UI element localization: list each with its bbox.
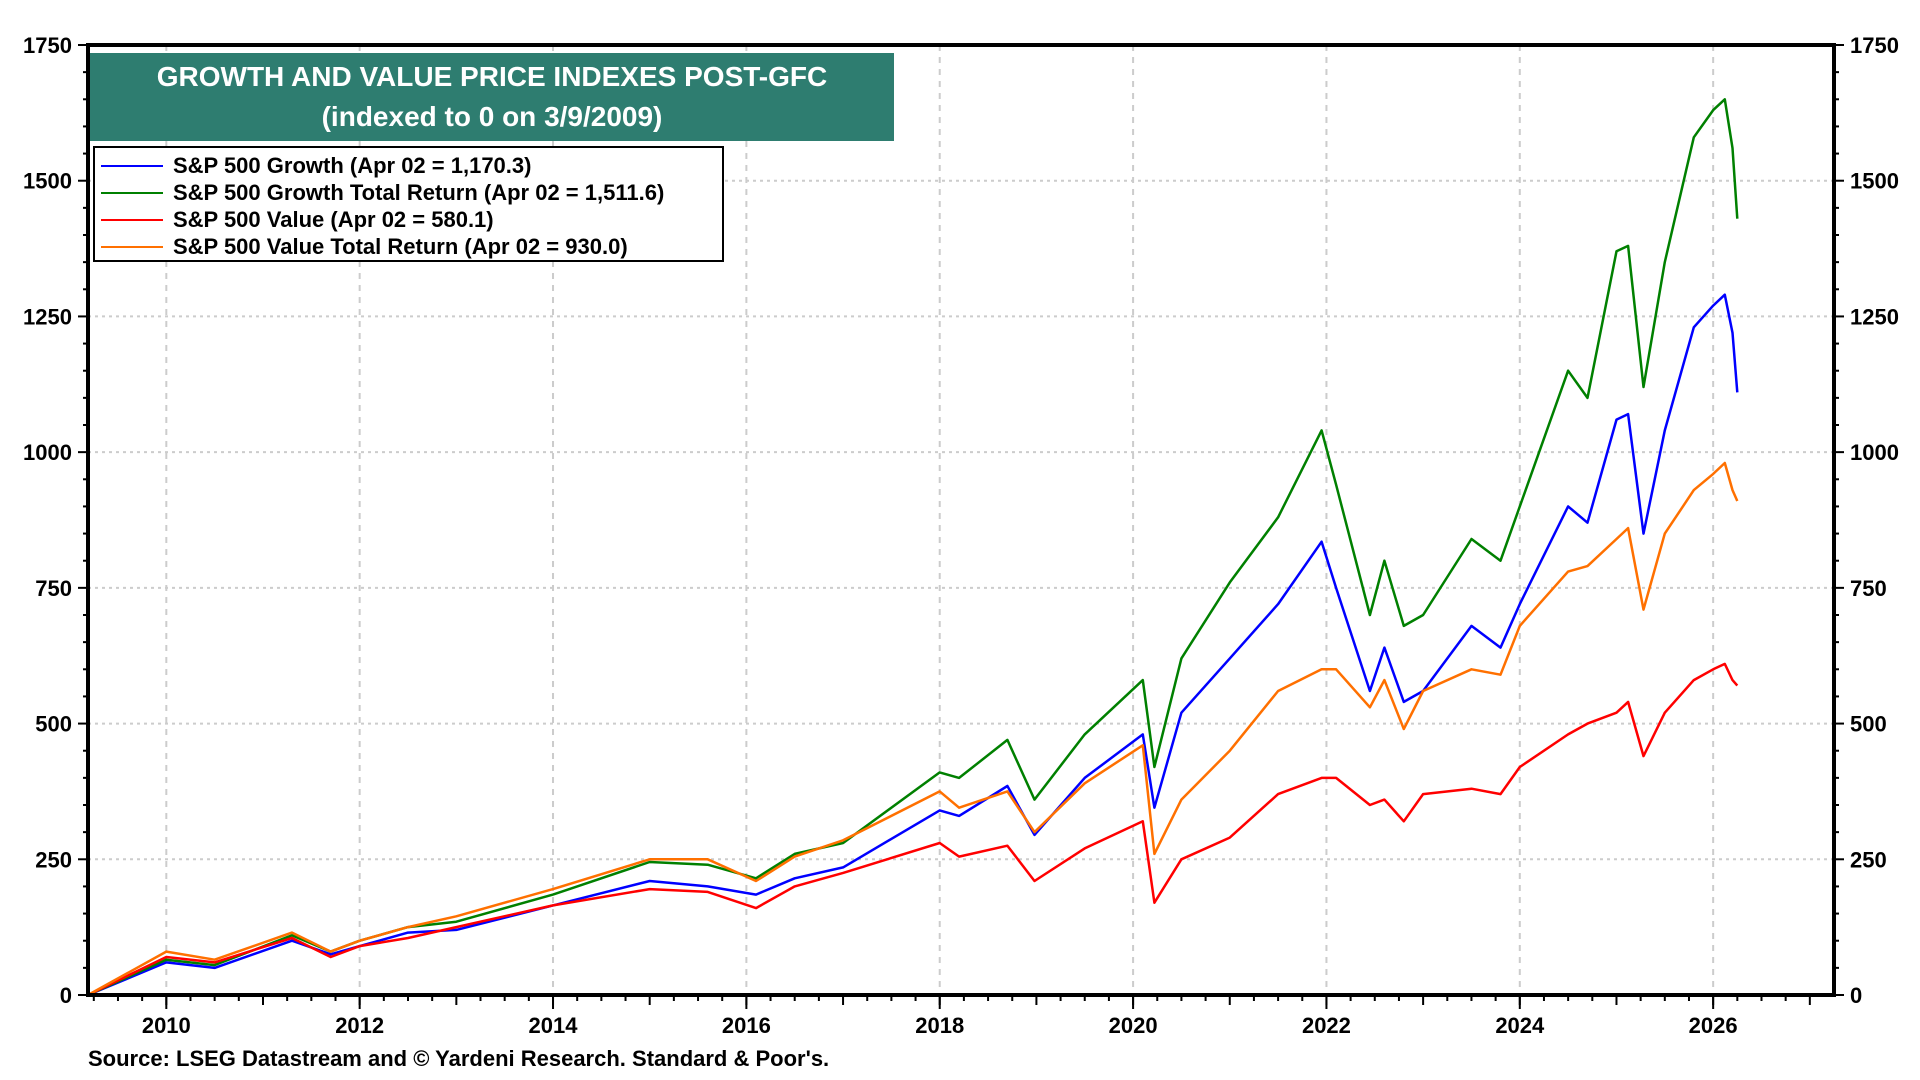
y-tick-label-left: 1750 xyxy=(23,33,72,58)
axes: 0 0 250 250 500 500 750 750 1000 1000 1250 1250 1500… xyxy=(23,33,1899,1038)
legend-item-growth: S&P 500 Growth (Apr 02 = 1,170.3) xyxy=(101,152,722,179)
y-tick-label-left: 0 xyxy=(60,983,72,1008)
chart-title-box: GROWTH AND VALUE PRICE INDEXES POST-GFC … xyxy=(90,53,894,141)
legend-swatch xyxy=(101,218,163,221)
x-tick-label: 2022 xyxy=(1302,1013,1351,1038)
legend-label: S&P 500 Growth Total Return (Apr 02 = 1,… xyxy=(173,179,665,205)
x-tick-label: 2026 xyxy=(1689,1013,1738,1038)
series-line-0 xyxy=(87,293,1739,997)
plot-frame xyxy=(86,43,1836,997)
chart-subtitle: (indexed to 0 on 3/9/2009) xyxy=(321,101,663,132)
y-tick-label-right: 250 xyxy=(1850,847,1887,872)
x-tick-label: 2016 xyxy=(722,1013,771,1038)
series-line-2 xyxy=(87,662,1739,997)
series-line-1 xyxy=(87,98,1739,997)
x-tick-label: 2020 xyxy=(1109,1013,1158,1038)
x-tick-label: 2018 xyxy=(915,1013,964,1038)
y-tick-label-right: 0 xyxy=(1850,983,1862,1008)
chart-title: GROWTH AND VALUE PRICE INDEXES POST-GFC xyxy=(156,61,828,92)
y-tick-label-left: 250 xyxy=(35,847,72,872)
y-tick-label-right: 750 xyxy=(1850,576,1887,601)
source-note: Source: LSEG Datastream and © Yardeni Re… xyxy=(88,1046,830,1071)
y-tick-label-right: 1750 xyxy=(1850,33,1899,58)
legend-label: S&P 500 Value Total Return (Apr 02 = 930… xyxy=(173,233,628,259)
legend-item-growth-tr: S&P 500 Growth Total Return (Apr 02 = 1,… xyxy=(101,179,722,206)
y-tick-label-right: 1250 xyxy=(1850,304,1899,329)
x-tick-label: 2012 xyxy=(335,1013,384,1038)
legend-swatch xyxy=(101,164,163,167)
series-lines xyxy=(87,98,1739,997)
y-tick-label-left: 1000 xyxy=(23,440,72,465)
series-line-3 xyxy=(87,461,1739,997)
y-tick-label-right: 500 xyxy=(1850,712,1887,737)
x-tick-label: 2010 xyxy=(142,1013,191,1038)
legend: S&P 500 Growth (Apr 02 = 1,170.3) S&P 50… xyxy=(93,146,724,262)
y-tick-label-right: 1500 xyxy=(1850,169,1899,194)
legend-swatch xyxy=(101,191,163,194)
y-tick-label-left: 1500 xyxy=(23,169,72,194)
x-tick-label: 2024 xyxy=(1495,1013,1545,1038)
x-tick-label: 2014 xyxy=(529,1013,579,1038)
legend-item-value-tr: S&P 500 Value Total Return (Apr 02 = 930… xyxy=(101,233,722,260)
legend-label: S&P 500 Growth (Apr 02 = 1,170.3) xyxy=(173,152,532,178)
legend-item-value: S&P 500 Value (Apr 02 = 580.1) xyxy=(101,206,722,233)
y-tick-label-left: 500 xyxy=(35,712,72,737)
y-tick-label-left: 1250 xyxy=(23,304,72,329)
y-tick-label-right: 1000 xyxy=(1850,440,1899,465)
legend-swatch xyxy=(101,245,163,248)
legend-label: S&P 500 Value (Apr 02 = 580.1) xyxy=(173,206,494,232)
y-tick-label-left: 750 xyxy=(35,576,72,601)
